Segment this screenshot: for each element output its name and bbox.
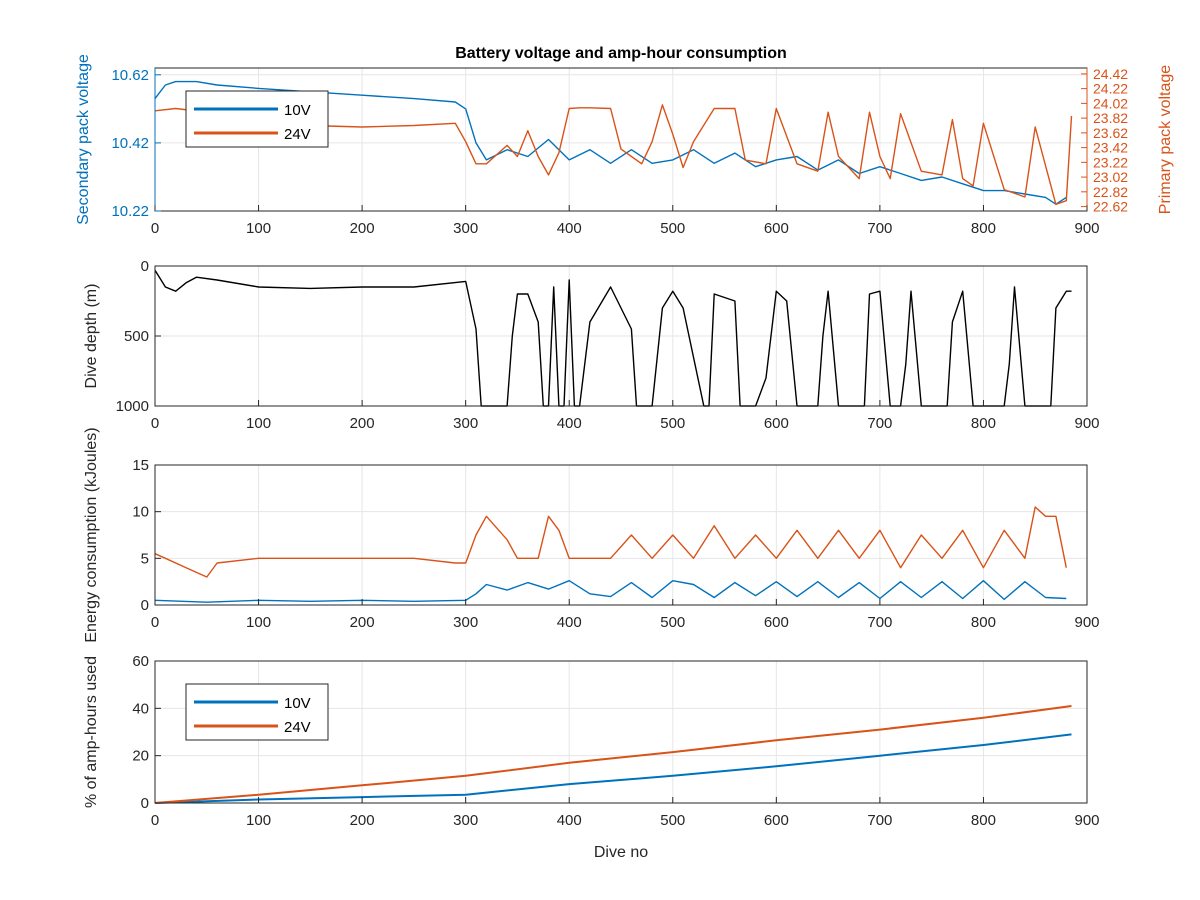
x-tick-label: 900	[1074, 614, 1099, 631]
axes-box	[154, 464, 1088, 606]
series-line-10v	[154, 733, 1072, 804]
y-axis-label: Secondary pack voltage	[75, 54, 92, 225]
x-tick-label: 900	[1074, 415, 1099, 432]
x-tick-label: 200	[350, 812, 375, 829]
x-tick-label: 600	[764, 614, 789, 631]
legend-box	[185, 683, 329, 741]
legend-label-24v: 24V	[284, 719, 311, 736]
x-axis-label: Dive no	[594, 844, 648, 861]
x-tick-label: 100	[246, 614, 271, 631]
x-tick-label: 400	[557, 220, 582, 237]
x-tick-label: 300	[453, 220, 478, 237]
legend-box	[185, 90, 329, 148]
series-line-24v	[154, 705, 1072, 804]
x-tick-label: 300	[453, 614, 478, 631]
x-tick-label: 600	[764, 220, 789, 237]
y-tick-label: 15	[132, 457, 149, 474]
x-tick-label: 400	[557, 812, 582, 829]
x-tick-label: 700	[867, 415, 892, 432]
y-right-tick-label: 23.82	[1093, 110, 1128, 126]
y-tick-label: 500	[124, 328, 149, 345]
x-tick-label: 600	[764, 812, 789, 829]
x-tick-label: 400	[557, 415, 582, 432]
x-tick-label: 100	[246, 812, 271, 829]
x-tick-label: 200	[350, 415, 375, 432]
x-tick-label: 0	[151, 812, 159, 829]
y-right-tick-label: 23.62	[1093, 125, 1128, 141]
y-right-tick-label: 22.62	[1093, 199, 1128, 215]
y-right-tick-label: 24.22	[1093, 81, 1128, 97]
y-tick-label: 0	[141, 795, 149, 812]
y-right-tick-label: 23.22	[1093, 154, 1128, 170]
y-tick-label: 60	[132, 653, 149, 670]
x-tick-label: 200	[350, 220, 375, 237]
x-tick-label: 100	[246, 220, 271, 237]
y-right-tick-label: 23.02	[1093, 169, 1128, 185]
x-tick-label: 700	[867, 220, 892, 237]
x-tick-label: 500	[660, 614, 685, 631]
x-tick-label: 300	[453, 812, 478, 829]
x-tick-label: 800	[971, 220, 996, 237]
legend-label-24v: 24V	[284, 126, 311, 143]
y-tick-label: 10.42	[111, 135, 149, 152]
plot-area	[155, 465, 1087, 605]
y-tick-label: 0	[141, 597, 149, 614]
x-tick-label: 800	[971, 812, 996, 829]
chart-title: Battery voltage and amp-hour consumption	[455, 45, 787, 62]
y-axis-label: % of amp-hours used	[83, 656, 100, 808]
y-right-tick-label: 24.42	[1093, 66, 1128, 82]
x-tick-label: 100	[246, 415, 271, 432]
y-tick-label: 10.22	[111, 203, 149, 220]
x-tick-label: 0	[151, 415, 159, 432]
y-tick-label: 1000	[116, 398, 149, 415]
x-tick-label: 200	[350, 614, 375, 631]
y-right-tick-label: 22.82	[1093, 184, 1128, 200]
x-tick-label: 0	[151, 220, 159, 237]
y-tick-label: 10	[132, 504, 149, 521]
x-tick-label: 700	[867, 614, 892, 631]
y-tick-label: 20	[132, 748, 149, 765]
y-tick-label: 5	[141, 550, 149, 567]
x-tick-label: 900	[1074, 812, 1099, 829]
series-line-24v	[154, 104, 1073, 206]
y-axis-label: Dive depth (m)	[83, 284, 100, 389]
x-tick-label: 500	[660, 415, 685, 432]
y-axis-label: Energy consumption (kJoules)	[83, 427, 100, 642]
y-right-tick-label: 24.02	[1093, 95, 1128, 111]
legend-label-10v: 10V	[284, 695, 311, 712]
x-tick-label: 900	[1074, 220, 1099, 237]
axes-box	[154, 660, 1088, 804]
x-tick-label: 500	[660, 220, 685, 237]
x-tick-label: 0	[151, 614, 159, 631]
x-tick-label: 800	[971, 614, 996, 631]
x-tick-label: 800	[971, 415, 996, 432]
x-tick-label: 500	[660, 812, 685, 829]
x-tick-label: 400	[557, 614, 582, 631]
series-line-24v	[154, 506, 1067, 578]
x-tick-label: 600	[764, 415, 789, 432]
y-tick-label: 0	[141, 258, 149, 275]
y-right-axis-label: Primary pack voltage	[1157, 65, 1174, 214]
y-tick-label: 10.62	[111, 67, 149, 84]
y-right-tick-label: 23.42	[1093, 140, 1128, 156]
y-tick-label: 40	[132, 700, 149, 717]
x-tick-label: 300	[453, 415, 478, 432]
series-line-10v	[154, 80, 1067, 205]
legend-label-10v: 10V	[284, 102, 311, 119]
x-tick-label: 700	[867, 812, 892, 829]
